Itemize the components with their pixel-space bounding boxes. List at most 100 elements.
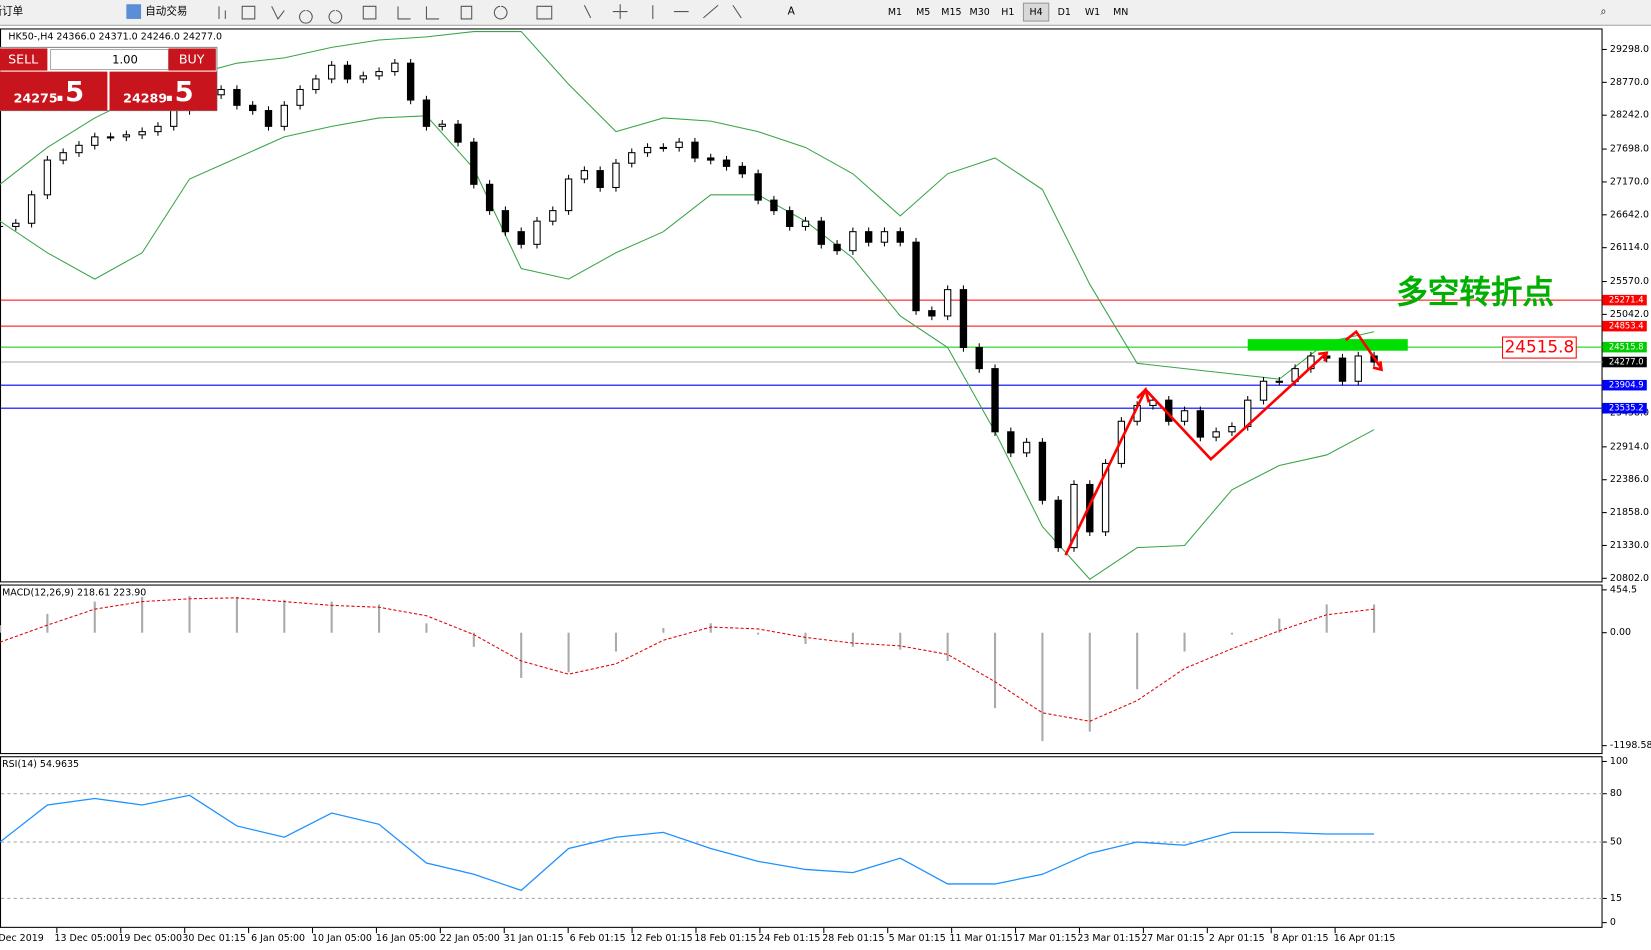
candle bbox=[27, 194, 36, 224]
timeframe-button[interactable]: H4 bbox=[1030, 7, 1043, 18]
turning-zone bbox=[1247, 339, 1408, 351]
level-tag bbox=[1602, 294, 1647, 306]
candle bbox=[549, 210, 557, 222]
candle bbox=[1101, 462, 1110, 533]
auto-trading-icon[interactable] bbox=[126, 4, 142, 19]
candle bbox=[975, 346, 983, 370]
candle bbox=[122, 134, 131, 138]
timeframe-button[interactable]: M5 bbox=[916, 7, 930, 18]
main-panel bbox=[0, 28, 1603, 583]
candle bbox=[1070, 483, 1078, 549]
candle bbox=[849, 231, 857, 252]
x-tick-label: 11 Mar 01:15 bbox=[950, 933, 1013, 944]
candle bbox=[770, 199, 778, 212]
new-order-button[interactable]: 新订单 bbox=[0, 5, 23, 18]
toolbar bbox=[0, 0, 1651, 26]
candle bbox=[43, 159, 52, 196]
candle bbox=[91, 136, 99, 146]
level-tag bbox=[1602, 320, 1647, 332]
timeframe-group: M1 M5 M15 M30 H1 H4 D1 W1 MN bbox=[888, 2, 1128, 22]
bid-price[interactable]: 24275 bbox=[14, 91, 58, 106]
candle bbox=[675, 141, 683, 148]
auto-trading-button[interactable]: 自动交易 bbox=[145, 5, 187, 18]
candle bbox=[59, 152, 67, 161]
ask-box[interactable] bbox=[109, 71, 217, 111]
timeframe-button[interactable]: M1 bbox=[888, 7, 902, 18]
candle bbox=[1007, 431, 1015, 454]
level-label: 24853.4 bbox=[1609, 321, 1644, 331]
timeframe-button[interactable]: M15 bbox=[941, 7, 961, 18]
candle bbox=[422, 99, 431, 127]
sell-label[interactable]: SELL bbox=[8, 52, 38, 67]
candle bbox=[249, 104, 257, 112]
y-tick-label: 25570.0 bbox=[1610, 276, 1649, 287]
y-tick-label: 0.00 bbox=[1610, 627, 1631, 638]
rsi-header: RSI(14) 54.9635 bbox=[2, 759, 79, 770]
candle bbox=[912, 241, 920, 312]
candle bbox=[928, 310, 936, 317]
candle bbox=[880, 231, 889, 243]
candle bbox=[1338, 357, 1347, 382]
x-tick-label: 31 Jan 01:15 bbox=[504, 933, 564, 944]
candle bbox=[1228, 425, 1236, 433]
ask-pips[interactable]: .5 bbox=[164, 77, 193, 108]
trade-panel: SELL 1.00 BUY 24275 .5 24289 .5 bbox=[0, 46, 218, 112]
chart-header: HK50-,H4 24366.0 24371.0 24246.0 24277.0 bbox=[8, 31, 222, 42]
candle bbox=[580, 170, 589, 180]
y-tick-label: 26642.0 bbox=[1610, 209, 1649, 220]
candle bbox=[612, 162, 620, 189]
candle bbox=[280, 104, 288, 127]
timeframe-button[interactable]: H1 bbox=[1001, 7, 1014, 18]
text-tool[interactable]: A bbox=[788, 6, 796, 18]
candle bbox=[533, 220, 541, 245]
level-tag bbox=[1602, 379, 1647, 391]
timeframe-active bbox=[1022, 2, 1050, 22]
candle bbox=[359, 75, 367, 80]
main-chart: 29298.0 28770.0 28242.0 27698.0 27170.0 26642… bbox=[0, 31, 1649, 584]
candle bbox=[391, 62, 399, 73]
candle bbox=[833, 243, 841, 252]
candle bbox=[375, 71, 383, 77]
level-tag bbox=[1602, 356, 1647, 368]
candle bbox=[786, 210, 794, 227]
timeframe-button[interactable]: M30 bbox=[970, 7, 990, 18]
y-tick-label: 28770.0 bbox=[1610, 77, 1649, 88]
candle bbox=[327, 64, 336, 80]
ask-price[interactable]: 24289 bbox=[123, 91, 167, 106]
candle bbox=[1212, 431, 1220, 438]
x-tick-label: 24 Feb 01:15 bbox=[758, 933, 820, 944]
timeframe-button[interactable]: W1 bbox=[1085, 7, 1100, 18]
y-tick-label: 26114.0 bbox=[1610, 242, 1649, 253]
x-tick-label: 6 Feb 01:15 bbox=[570, 933, 626, 944]
bid-box[interactable] bbox=[0, 71, 108, 111]
candle bbox=[1022, 441, 1031, 454]
callout-label: 24515.8 bbox=[1505, 337, 1575, 357]
buy-label[interactable]: BUY bbox=[179, 52, 205, 67]
rsi-chart: 100 80 50 15 0 bbox=[0, 756, 1628, 928]
y-tick-label: 20802.0 bbox=[1610, 573, 1649, 584]
candle bbox=[864, 231, 873, 243]
candle bbox=[485, 183, 494, 212]
bid-pips[interactable]: .5 bbox=[55, 77, 84, 108]
timeframe-button[interactable]: MN bbox=[1113, 7, 1128, 18]
x-tick-label: 5 Mar 01:15 bbox=[889, 933, 946, 944]
lot-value[interactable]: 1.00 bbox=[112, 53, 138, 67]
x-tick-label: 28 Feb 01:15 bbox=[822, 933, 884, 944]
candle bbox=[628, 152, 636, 164]
sell-button[interactable] bbox=[0, 48, 48, 71]
candle bbox=[817, 220, 825, 245]
y-tick-label: 28242.0 bbox=[1610, 110, 1649, 121]
bollinger-upper bbox=[0, 31, 1375, 380]
candle bbox=[406, 62, 415, 101]
x-tick-label: 19 Dec 05:00 bbox=[118, 933, 182, 944]
level-label: 24277.0 bbox=[1609, 357, 1644, 367]
callout-box bbox=[1502, 336, 1577, 359]
y-tick-label: 50 bbox=[1610, 837, 1622, 848]
y-tick-label: 22386.0 bbox=[1610, 474, 1649, 485]
level-label: 23535.2 bbox=[1609, 403, 1644, 413]
candle bbox=[470, 141, 478, 185]
timeframe-button[interactable]: D1 bbox=[1058, 7, 1071, 18]
search-icon[interactable]: ⌕ bbox=[1600, 6, 1606, 18]
buy-button[interactable] bbox=[168, 48, 216, 71]
lot-input[interactable] bbox=[50, 48, 169, 71]
